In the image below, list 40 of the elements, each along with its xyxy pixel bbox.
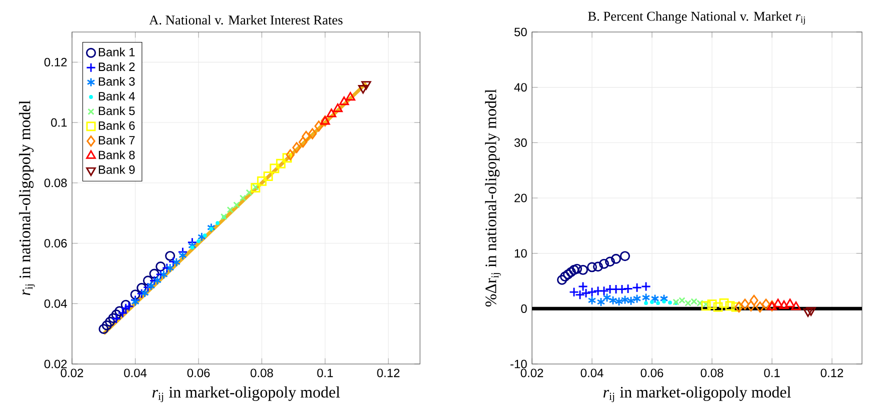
legend-label: Bank 2 bbox=[98, 62, 135, 72]
y-tick-label: 0.02 bbox=[44, 360, 67, 368]
x-tick-label: 0.02 bbox=[60, 368, 84, 378]
y-tick-label: 0.08 bbox=[44, 178, 67, 188]
y-tick-label: 50 bbox=[514, 28, 527, 36]
x-tick-label: 0.1 bbox=[317, 368, 333, 378]
y-axis-title: %Δr$_{ij}$ in national-oligopoly model bbox=[485, 89, 501, 307]
x-tick-label: 0.04 bbox=[124, 368, 147, 378]
legend-label: Bank 5 bbox=[98, 106, 135, 116]
legend-label: Bank 7 bbox=[98, 136, 135, 145]
legend-label: Bank 1 bbox=[98, 48, 135, 56]
y-tick-label: 20 bbox=[514, 194, 527, 202]
x-tick-label: 0.02 bbox=[520, 368, 544, 378]
chart-title: A. National v. Market Interest Rates bbox=[149, 15, 342, 25]
legend-label: Bank 9 bbox=[98, 165, 135, 174]
legend-label: Bank 8 bbox=[98, 150, 135, 160]
y-axis-title: r$_{ij}$ in national-oligopoly model bbox=[19, 100, 35, 296]
y-tick-label: 0.04 bbox=[44, 299, 67, 308]
x-tick-label: 0.08 bbox=[250, 368, 273, 378]
legend-label: Bank 3 bbox=[98, 76, 135, 86]
x-tick-label: 0.08 bbox=[700, 368, 724, 378]
y-tick-label: 0.06 bbox=[44, 239, 67, 248]
y-tick-label: 40 bbox=[514, 83, 527, 92]
y-tick-label: 0.12 bbox=[44, 58, 67, 66]
x-tick-label: 0.04 bbox=[580, 368, 604, 378]
x-tick-label: 0.06 bbox=[187, 368, 210, 378]
y-tick-label: 30 bbox=[514, 138, 527, 147]
y-tick-label: 0 bbox=[521, 304, 527, 313]
chart-title: B. Percent Change National v. Market r$_{ij}$ bbox=[588, 11, 805, 25]
x-axis-title: r$_{ij}$ in market-oligopoly model bbox=[603, 386, 791, 402]
legend-label: Bank 6 bbox=[98, 121, 135, 130]
y-tick-label: -10 bbox=[510, 360, 527, 368]
x-axis-title: r$_{ij}$ in market-oligopoly model bbox=[152, 386, 340, 402]
x-tick-label: 0.12 bbox=[377, 368, 400, 378]
y-tick-label: 10 bbox=[514, 249, 527, 258]
x-tick-label: 0.12 bbox=[820, 368, 844, 378]
y-tick-label: 0.1 bbox=[51, 118, 67, 127]
x-tick-label: 0.1 bbox=[764, 368, 780, 378]
x-tick-label: 0.06 bbox=[640, 368, 664, 378]
legend-label: Bank 4 bbox=[98, 92, 135, 100]
